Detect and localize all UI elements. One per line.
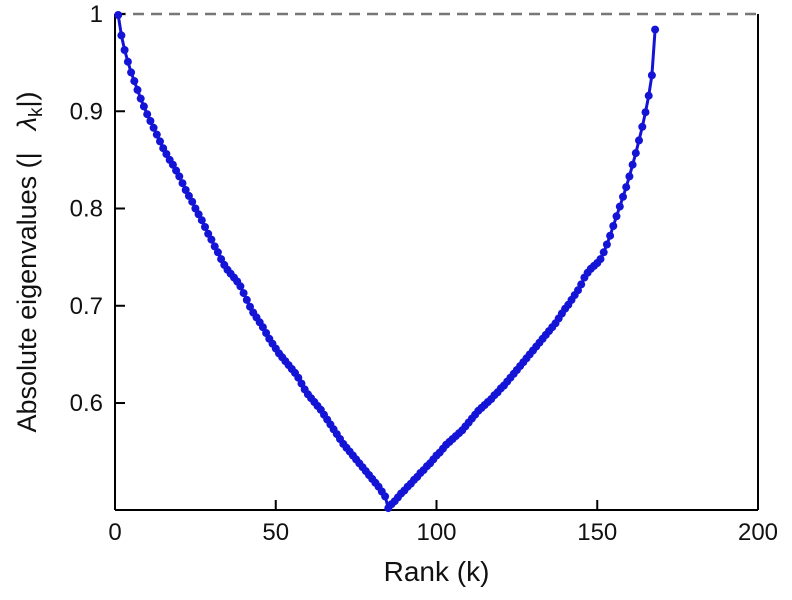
data-point-marker — [210, 242, 219, 251]
data-point-marker — [201, 223, 209, 231]
data-point-marker — [175, 172, 184, 181]
data-point-marker — [631, 149, 640, 158]
eigenvalue-curve — [116, 13, 657, 510]
data-point-marker — [143, 110, 152, 119]
data-point-marker — [647, 71, 656, 80]
data-point-marker — [117, 31, 126, 40]
data-point-marker — [641, 108, 650, 117]
data-point-marker — [133, 85, 142, 94]
x-tick-label: 150 — [577, 519, 617, 546]
data-point-marker — [194, 210, 203, 219]
y-axis-label-suffix: |) — [11, 91, 42, 108]
data-point-marker — [615, 202, 624, 211]
data-point-marker — [644, 91, 653, 100]
y-tick-label: 0.9 — [70, 98, 103, 125]
data-point-marker — [149, 123, 158, 132]
y-tick-label: 0.8 — [70, 196, 103, 223]
data-point-marker — [381, 492, 390, 501]
data-point-marker — [599, 248, 608, 257]
data-point-marker — [638, 122, 647, 131]
data-point-marker — [178, 179, 187, 188]
data-point-marker — [152, 130, 161, 139]
data-point-marker — [577, 280, 586, 289]
y-tick-label: 0.7 — [70, 293, 103, 320]
data-point-marker — [168, 160, 177, 169]
data-point-marker — [184, 191, 193, 200]
data-point-marker — [609, 222, 618, 230]
data-point-marker — [120, 46, 129, 54]
data-point-marker — [619, 192, 627, 201]
data-point-marker — [207, 235, 216, 244]
data-point-marker — [602, 240, 611, 249]
data-point-marker — [127, 68, 136, 77]
data-point-marker — [136, 94, 145, 103]
data-point-marker — [622, 183, 631, 192]
x-tick-label: 200 — [738, 519, 778, 546]
x-tick-label: 0 — [108, 519, 121, 546]
data-point-marker — [162, 150, 171, 158]
data-point-marker — [635, 136, 643, 145]
data-point-marker — [197, 216, 206, 225]
y-tick-label: 1 — [90, 1, 103, 28]
y-tick-label: 0.6 — [70, 390, 103, 417]
data-point-marker — [123, 57, 132, 66]
data-point-marker — [213, 248, 222, 257]
data-point-marker — [130, 77, 139, 86]
data-point-marker — [181, 186, 190, 194]
x-tick-label: 50 — [262, 519, 289, 546]
data-point-marker — [625, 172, 634, 181]
x-axis-label: Rank (k) — [383, 556, 490, 587]
data-point-marker — [651, 25, 660, 34]
data-point-marker — [294, 373, 303, 382]
data-point-marker — [612, 212, 621, 221]
data-point-marker — [188, 197, 197, 206]
data-point-marker — [146, 117, 155, 125]
y-axis-label-text: Absolute eigenvalues (| — [11, 152, 42, 433]
data-point-marker — [156, 137, 164, 146]
data-point-marker — [606, 231, 615, 240]
lambda-symbol: λ — [11, 117, 42, 131]
data-point-marker — [242, 295, 251, 304]
data-point-marker — [596, 255, 605, 264]
data-point-marker — [236, 282, 245, 291]
data-point-marker — [114, 11, 123, 19]
data-point-marker — [239, 289, 248, 298]
data-point-marker — [628, 160, 637, 169]
y-axis-label: Absolute eigenvalues (| λk|) — [12, 91, 48, 432]
data-point-marker — [139, 102, 148, 111]
data-point-marker — [246, 302, 254, 311]
lambda-subscript: k — [26, 107, 48, 118]
x-tick-label: 100 — [416, 519, 456, 546]
